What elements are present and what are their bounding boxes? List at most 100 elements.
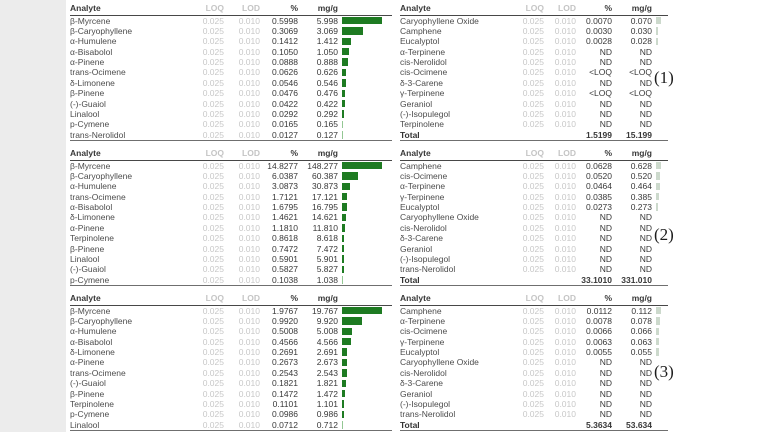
pct-value: 0.0986 [272, 409, 298, 420]
analyte-name: Geraniol [400, 243, 433, 254]
pct-value: 0.5998 [272, 15, 298, 26]
mgg-value: 7.472 [316, 243, 338, 254]
loq-value: 0.025 [522, 367, 544, 378]
pct-value: 0.0888 [272, 57, 298, 68]
lod-value: 0.010 [238, 36, 260, 47]
value-bar [342, 327, 353, 336]
analyte-name: Terpinolene [70, 233, 114, 244]
value-bar [342, 379, 346, 388]
pct-value: 6.0387 [272, 170, 298, 181]
loq-value: 0.025 [522, 399, 544, 410]
pct-value: 0.0273 [586, 202, 612, 213]
mgg-value: 1.472 [316, 388, 338, 399]
table-row: cis-Ocimene 0.025 0.010 0.0066 0.066 [400, 326, 668, 336]
loq-value: 0.025 [202, 88, 224, 99]
analyte-name: δ-Limonene [70, 347, 115, 358]
analyte-table-right: Analyte LOQ LOD% mg/g Camphene 0.025 0.010 0.01… [400, 292, 668, 432]
terpene-results-panels: Analyte LOQ LOD% mg/g β-Myrcene 0.025 0.010 0.5… [66, 0, 768, 432]
lod-value: 0.010 [238, 191, 260, 202]
col-header-mgg: mg/g [631, 148, 652, 158]
loq-value: 0.025 [202, 367, 224, 378]
lod-value: 0.010 [238, 274, 260, 285]
col-header-loq: LOQ [525, 293, 544, 303]
table-row: p-Cymene 0.025 0.010 0.1038 1.038 [70, 275, 392, 285]
mgg-value: ND [639, 388, 652, 399]
total-label: Total [400, 419, 420, 430]
col-header-analyte: Analyte [70, 293, 101, 303]
pct-value: 0.2543 [272, 367, 298, 378]
analyte-name: trans-Ocimene [70, 191, 126, 202]
loq-value: 0.025 [202, 233, 224, 244]
col-header-pct: % [604, 148, 612, 158]
loq-value: 0.025 [202, 191, 224, 202]
lod-value: 0.010 [238, 326, 260, 337]
lod-value: 0.010 [554, 378, 576, 389]
col-header-pct: % [604, 293, 612, 303]
table-row: Geraniol 0.025 0.010 ND ND [400, 389, 668, 399]
analyte-name: cis-Nerolidol [400, 222, 447, 233]
lod-value: 0.010 [238, 25, 260, 36]
table-row: β-Caryophyllene 0.025 0.010 6.0387 60.387 [70, 171, 392, 181]
loq-value: 0.025 [202, 305, 224, 316]
total-pct-value: 5.3634 [586, 419, 612, 430]
analyte-name: (-)-Guaiol [70, 264, 106, 275]
pct-value: 0.0070 [586, 15, 612, 26]
mgg-value: 14.621 [312, 212, 338, 223]
lod-value: 0.010 [238, 109, 260, 120]
total-pct-value: 1.5199 [586, 129, 612, 140]
pct-value: 1.4621 [272, 212, 298, 223]
table-row: Linalool 0.025 0.010 0.0292 0.292 [70, 109, 392, 119]
mgg-value: 0.063 [630, 336, 652, 347]
pct-value: 1.1810 [272, 222, 298, 233]
table-row: α-Bisabolol 0.025 0.010 0.4566 4.566 [70, 337, 392, 347]
pct-value: ND [599, 109, 612, 120]
analyte-name: γ-Terpinene [400, 336, 445, 347]
bar-cell [652, 192, 668, 202]
analyte-name: Linalool [70, 419, 100, 430]
loq-value: 0.025 [522, 88, 544, 99]
table-row: cis-Nerolidol 0.025 0.010 ND ND [400, 57, 668, 67]
pct-value: 0.1038 [272, 274, 298, 285]
value-bar [342, 348, 348, 356]
value-bar [656, 306, 661, 315]
value-bar [656, 16, 661, 25]
lod-value: 0.010 [554, 46, 576, 57]
lod-value: 0.010 [238, 243, 260, 254]
lod-value: 0.010 [554, 181, 576, 192]
pct-value: 0.0546 [272, 77, 298, 88]
col-header-mgg: mg/g [317, 3, 338, 13]
pct-value: 0.3069 [272, 25, 298, 36]
table-row: γ-Terpinene 0.025 0.010 <LOQ <LOQ [400, 88, 668, 98]
loq-value: 0.025 [522, 109, 544, 120]
loq-value: 0.025 [202, 409, 224, 420]
mgg-value: ND [639, 264, 652, 275]
mgg-value: 1.038 [316, 274, 338, 285]
pct-value: 0.0028 [586, 36, 612, 47]
mgg-value: 5.901 [316, 254, 338, 265]
lod-value: 0.010 [238, 119, 260, 130]
analyte-name: δ-Limonene [70, 77, 115, 88]
analyte-name: p-Cymene [70, 274, 110, 285]
bar-cell [652, 326, 668, 336]
mgg-value: 0.066 [630, 326, 652, 337]
bar-cell [338, 326, 392, 336]
mgg-value: ND [639, 254, 652, 265]
table-header-row: Analyte LOQ LOD% mg/g [400, 292, 668, 306]
lod-value: 0.010 [554, 98, 576, 109]
bar-cell [338, 316, 392, 326]
table-row: δ-3-Carene 0.025 0.010 ND ND [400, 233, 668, 243]
analyte-name: Terpinolene [400, 119, 444, 130]
pct-value: 0.5008 [272, 326, 298, 337]
mgg-value: 0.385 [630, 191, 652, 202]
bar-cell [338, 171, 392, 181]
col-header-loq: LOQ [205, 293, 224, 303]
mgg-value: 2.691 [316, 347, 338, 358]
col-header-bar [652, 147, 668, 160]
total-lod-value [544, 420, 576, 430]
bar-cell [338, 306, 392, 316]
analyte-name: α-Bisabolol [70, 46, 113, 57]
lod-value: 0.010 [554, 264, 576, 275]
analyte-name: (-)-Guaiol [70, 378, 106, 389]
loq-value: 0.025 [522, 191, 544, 202]
analyte-name: Caryophyllene Oxide [400, 212, 479, 223]
